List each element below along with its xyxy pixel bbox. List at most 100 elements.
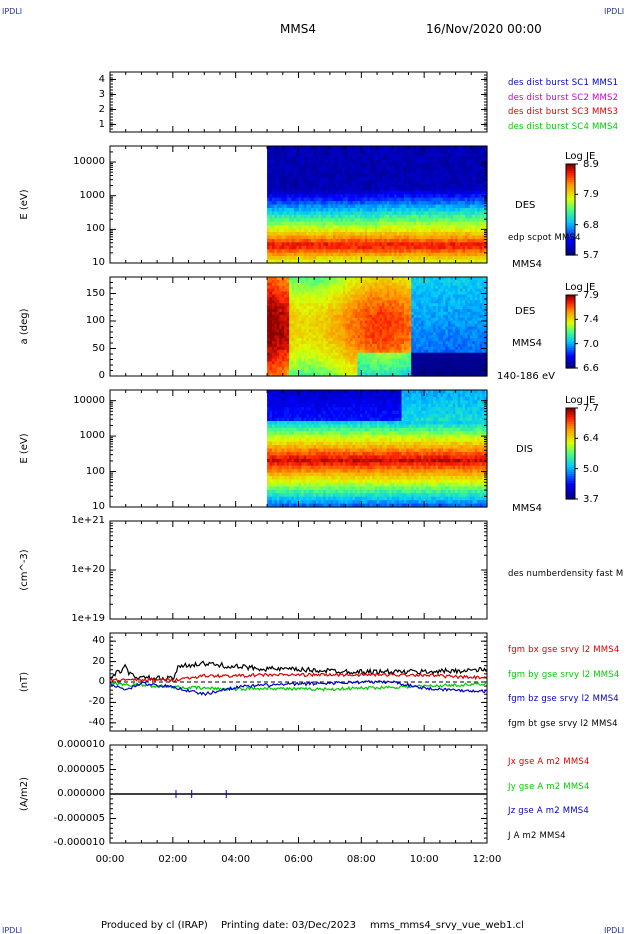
panel-2-spectrogram-cell	[347, 259, 351, 264]
panel-3-spectrogram-cell	[318, 288, 322, 293]
panel-2-spectrogram-cell	[267, 194, 271, 199]
panel-2-spectrogram-cell	[421, 214, 425, 219]
panel-2-spectrogram-cell	[289, 242, 293, 247]
panel-3-spectrogram-cell	[267, 320, 271, 325]
panel-2-spectrogram-cell	[289, 245, 293, 250]
panel-2-spectrogram-cell	[479, 218, 483, 223]
panel-3-spectrogram-cell	[347, 352, 351, 357]
panel-3-spectrogram-cell	[308, 346, 312, 351]
panel-3-spectrogram-cell	[269, 314, 273, 319]
panel-2-spectrogram-cell	[472, 152, 476, 157]
panel-2-spectrogram-cell	[337, 163, 341, 168]
panel-2-spectrogram-cell	[408, 211, 412, 216]
panel-3-spectrogram-cell	[293, 279, 297, 284]
panel-2-spectrogram-cell	[337, 259, 341, 264]
panel-3-spectrogram-cell	[301, 352, 305, 357]
panel-2-spectrogram-cell	[276, 228, 280, 233]
panel-3-spectrogram-cell	[286, 352, 290, 357]
panel-2-spectrogram-cell	[469, 176, 473, 182]
panel-2-spectrogram-cell	[337, 146, 341, 151]
panel-3-spectrogram-cell	[271, 335, 276, 339]
panel-2-spectrogram-cell	[482, 197, 486, 202]
panel-2-spectrogram-cell	[445, 238, 449, 243]
panel-2-spectrogram-cell	[274, 238, 278, 243]
panel-3-spectrogram-cell	[337, 294, 341, 298]
panel-2-spectrogram-cell	[269, 197, 273, 202]
panel-2-spectrogram-cell	[386, 194, 390, 199]
panel-2-spectrogram-cell	[320, 235, 324, 240]
panel-3-spectrogram-cell	[289, 277, 293, 281]
panel-3-spectrogram-cell	[276, 326, 280, 331]
panel-2-spectrogram-cell	[430, 204, 434, 209]
panel-3-spectrogram-cell	[311, 291, 315, 296]
panel-2-spectrogram-cell	[408, 235, 412, 240]
panel-2-spectrogram-cell	[298, 204, 302, 209]
panel-3-spectrogram-cell	[318, 343, 322, 348]
panel-2-spectrogram-cell	[306, 228, 310, 233]
panel-3-spectrogram-cell	[347, 323, 351, 328]
panel-2-spectrogram-cell	[433, 256, 437, 261]
panel-2-spectrogram-cell	[462, 170, 466, 175]
panel-3-spectrogram-cell	[274, 277, 278, 281]
panel-2-spectrogram-cell	[340, 183, 344, 188]
panel-3-spectrogram-cell	[313, 311, 317, 316]
panel-2-spectrogram-cell	[362, 159, 366, 164]
panel-3-spectrogram-cell	[271, 311, 276, 316]
panel-3-spectrogram-cell	[291, 367, 295, 371]
panel-2-spectrogram-cell	[408, 218, 412, 223]
panel-2-spectrogram-cell	[303, 235, 307, 240]
panel-3-spectrogram-cell	[298, 332, 302, 336]
panel-2-spectrogram-cell	[443, 187, 447, 192]
panel-2-spectrogram-cell	[330, 256, 334, 261]
panel-2-spectrogram-cell	[279, 218, 283, 223]
panel-2-spectrogram-cell	[313, 163, 317, 168]
panel-3-spectrogram-cell	[333, 367, 337, 371]
panel-2-spectrogram-cell	[350, 170, 354, 175]
panel-2-colorbar-segment	[566, 243, 575, 247]
panel-2-spectrogram-cell	[364, 152, 368, 157]
panel-2-spectrogram-cell	[318, 232, 322, 237]
panel-3-spectrogram-cell	[345, 326, 349, 331]
panel-3-spectrogram-cell	[333, 317, 337, 322]
panel-2-spectrogram-cell	[377, 225, 381, 230]
panel-3-spectrogram-cell	[311, 303, 315, 307]
panel-2-spectrogram-cell	[315, 225, 319, 230]
panel-2-spectrogram-cell	[291, 232, 295, 237]
panel-2-spectrogram-cell	[284, 156, 288, 161]
panel-2-spectrogram-cell	[450, 173, 454, 178]
panel-2-spectrogram-cell	[482, 149, 486, 154]
panel-3-spectrogram-cell	[335, 335, 339, 339]
panel-2-spectrogram-cell	[381, 166, 385, 171]
panel-2-spectrogram-cell	[274, 242, 278, 247]
panel-3-spectrogram-cell	[342, 285, 346, 290]
panel-2-spectrogram-cell	[435, 245, 439, 250]
panel-2-spectrogram-cell	[274, 166, 278, 171]
panel-3-spectrogram-cell	[357, 317, 361, 322]
panel-2-spectrogram-cell	[379, 170, 383, 175]
panel-2-spectrogram-cell	[394, 176, 398, 182]
panel-3-spectrogram-cell	[296, 332, 300, 336]
panel-3-spectrogram-cell	[281, 346, 285, 351]
panel-2-spectrogram-cell	[438, 149, 442, 154]
panel-3-spectrogram-cell	[284, 294, 288, 298]
panel-3-spectrogram-cell	[323, 346, 327, 351]
panel-3-spectrogram-cell	[352, 297, 356, 301]
panel-2-spectrogram-cell	[396, 249, 400, 254]
panel-2-spectrogram-cell	[474, 170, 478, 175]
panel-3-spectrogram-cell	[340, 361, 344, 365]
panel-3-spectrogram-cell	[340, 300, 344, 304]
panel-3-spectrogram-cell	[355, 282, 359, 287]
panel-2-spectrogram-cell	[377, 204, 381, 209]
panel-2-spectrogram-cell	[477, 183, 481, 188]
panel-3-spectrogram-cell	[271, 373, 276, 377]
panel-2-spectrogram-cell	[271, 207, 276, 212]
panel-2-spectrogram-cell	[362, 232, 366, 237]
panel-3-spectrogram-cell	[298, 341, 302, 345]
panel-2-spectrogram-cell	[269, 214, 273, 219]
panel-2-spectrogram-cell	[460, 166, 464, 171]
panel-3-spectrogram-cell	[284, 314, 288, 319]
panel-3-spectrogram-cell	[320, 309, 324, 313]
panel-3-spectrogram-cell	[298, 352, 302, 357]
panel-2-spectrogram-cell	[416, 180, 420, 185]
panel-3-spectrogram-cell	[318, 338, 322, 342]
